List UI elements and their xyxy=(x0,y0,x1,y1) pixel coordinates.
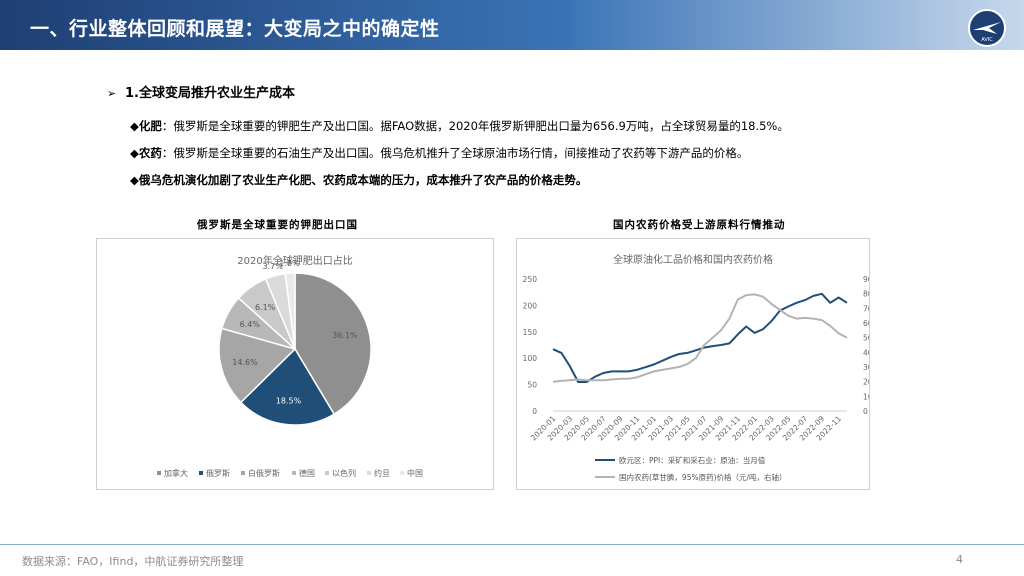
legend-label: 以色列 xyxy=(332,468,356,478)
y-left-tick-label: 100 xyxy=(523,354,538,363)
legend-swatch xyxy=(367,471,371,475)
legend-swatch xyxy=(292,471,296,475)
y-right-tick-label: 30000 xyxy=(863,363,869,372)
left-chart-heading: 俄罗斯是全球重要的钾肥出口国 xyxy=(197,219,358,231)
legend-swatch xyxy=(400,471,404,475)
y-right-tick-label: 90000 xyxy=(863,275,869,284)
legend-label: 白俄罗斯 xyxy=(248,468,280,478)
pie-slice-6 xyxy=(284,272,296,350)
y-left-tick-label: 50 xyxy=(527,381,537,390)
arrow-icon: ➢ xyxy=(107,87,117,100)
legend-label: 德国 xyxy=(299,468,315,478)
series-line-0 xyxy=(552,292,848,383)
section-title-text: 1.全球变局推升农业生产成本 xyxy=(125,86,295,101)
legend-label: 俄罗斯 xyxy=(206,468,230,478)
pie-data-label: 6.4% xyxy=(240,320,261,329)
bullet-text: ：俄罗斯是全球重要的钾肥生产及出口国。据FAO数据，2020年俄罗斯钾肥出口量为… xyxy=(161,119,789,133)
y-right-tick-label: 80000 xyxy=(863,290,869,299)
y-right-tick-label: 50000 xyxy=(863,334,869,343)
legend-label: 中国 xyxy=(407,468,423,478)
footer-divider xyxy=(0,544,1024,545)
y-left-tick-label: 250 xyxy=(523,275,538,284)
legend-swatch xyxy=(199,471,203,475)
y-right-tick-label: 60000 xyxy=(863,319,869,328)
avic-logo-icon: AVIC xyxy=(968,9,1006,47)
section-heading: ➢ 1.全球变局推升农业生产成本 xyxy=(107,82,295,101)
line-chart-title: 全球原油化工品价格和国内农药价格 xyxy=(613,253,773,266)
diamond-bullet-icon: ◆ xyxy=(130,173,139,187)
pie-chart: 2020年全球钾肥出口占比 36.1% 18.5% 14.6% 6.4% 6.1% 3.7… xyxy=(157,254,423,478)
y-left-tick-label: 150 xyxy=(523,328,538,337)
pie-slice-0 xyxy=(294,272,372,416)
pie-slice-2 xyxy=(218,327,297,404)
page-title: 一、行业整体回顾和展望：大变局之中的确定性 xyxy=(30,18,440,40)
diamond-bullet-icon: ◆ xyxy=(130,146,139,160)
bullet-fertilizer: ◆化肥：俄罗斯是全球重要的钾肥生产及出口国。据FAO数据，2020年俄罗斯钾肥出… xyxy=(130,118,789,134)
legend-swatch xyxy=(241,471,245,475)
legend-swatch xyxy=(157,471,161,475)
y-right-tick-label: 40000 xyxy=(863,348,869,357)
right-chart-heading: 国内农药价格受上游原料行情推动 xyxy=(613,219,786,231)
pie-data-label: 14.6% xyxy=(232,358,258,367)
pie-chart-panel: 2020年全球钾肥出口占比 36.1% 18.5% 14.6% 6.4% 6.1% 3.7… xyxy=(96,238,494,490)
pie-data-label: 1.8% xyxy=(279,259,300,268)
pie-slice-1 xyxy=(239,347,336,426)
page-number: 4 xyxy=(956,553,963,566)
legend-swatch xyxy=(325,471,329,475)
line-chart-panel: 全球原油化工品价格和国内农药价格 0 50 100 150 200 250 0 10000 20… xyxy=(516,238,887,490)
pie-data-label: 3.7% xyxy=(262,262,283,271)
logo-text: AVIC xyxy=(981,37,993,43)
bullet-label: 化肥 xyxy=(138,119,162,133)
y-left-tick-label: 200 xyxy=(523,301,538,310)
y-right-tick-label: 0 xyxy=(863,407,868,416)
bullet-pesticide: ◆农药：俄罗斯是全球重要的石油生产及出口国。俄乌危机推升了全球原油市场行情，间接… xyxy=(130,145,748,161)
pie-data-label: 36.1% xyxy=(332,331,358,340)
legend-label: 加拿大 xyxy=(164,468,188,478)
legend-label: 国内农药(草甘膦，95%原药)价格（元/吨，右轴） xyxy=(619,472,787,482)
pie-data-label: 6.1% xyxy=(255,303,276,312)
y-right-tick-label: 70000 xyxy=(863,304,869,313)
line-chart: 全球原油化工品价格和国内农药价格 0 50 100 150 200 250 0 10000 20… xyxy=(523,253,887,482)
y-left-tick-label: 0 xyxy=(532,407,537,416)
legend-label: 约旦 xyxy=(374,468,390,478)
diamond-bullet-icon: ◆ xyxy=(130,119,139,133)
bullet-label: 农药 xyxy=(138,146,162,160)
legend-label: 欧元区：PPI：采矿和采石业：原油：当月值 xyxy=(619,455,766,465)
data-source: 数据来源：FAO，Ifind，中航证券研究所整理 xyxy=(22,555,244,568)
series-line-1 xyxy=(552,293,848,383)
pie-data-label: 18.5% xyxy=(276,396,302,405)
pie-chart-title: 2020年全球钾肥出口占比 xyxy=(237,254,352,267)
bullet-summary: ◆俄乌危机演化加剧了农业生产化肥、农药成本端的压力，成本推升了农产品的价格走势。 xyxy=(130,172,587,188)
header-bar: 一、行业整体回顾和展望：大变局之中的确定性 AVIC xyxy=(0,0,1024,50)
bullet-label: 俄乌危机演化加剧了农业生产化肥、农药成本端的压力，成本推升了农产品的价格走势。 xyxy=(138,173,588,187)
y-right-tick-label: 10000 xyxy=(863,392,869,401)
y-right-tick-label: 20000 xyxy=(863,378,869,387)
bullet-text: ：俄罗斯是全球重要的石油生产及出口国。俄乌危机推升了全球原油市场行情，间接推动了… xyxy=(161,146,749,160)
